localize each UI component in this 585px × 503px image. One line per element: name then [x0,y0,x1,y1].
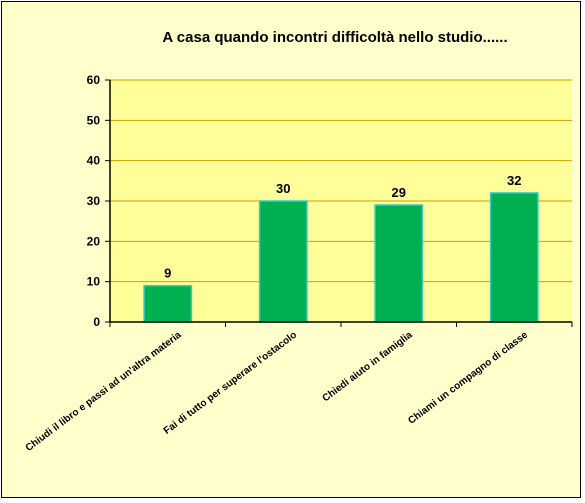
x-category-label: Fai di tutto per superare l'ostacolo [162,330,299,437]
bar [374,204,424,323]
data-label: 9 [164,266,171,281]
chart-title: A casa quando incontri difficoltà nello … [162,29,507,46]
y-tick-label: 50 [87,113,101,127]
y-tick-label: 20 [87,234,101,248]
data-labels: 9 30 29 32 [164,173,521,281]
y-tick-label: 40 [87,154,101,168]
bar [489,192,539,323]
data-label: 30 [276,181,290,196]
x-category-label: Chiudi il libro e passi ad un'altra mate… [24,329,184,454]
y-tick-label: 0 [93,315,100,329]
y-tick-label: 30 [87,194,101,208]
y-axis-tick-labels: 0 10 20 30 40 50 60 [87,73,101,329]
data-label: 32 [507,173,521,188]
bar [143,284,193,323]
bars [143,192,539,323]
axes [105,79,573,327]
data-label: 29 [392,185,406,200]
y-tick-label: 60 [87,73,101,87]
x-category-label: Chiedi aiuto in famiglia [321,329,415,404]
x-category-label: Chiami un compagno di classe [406,329,530,426]
x-axis-category-labels: Chiudi il libro e passi ad un'altra mate… [24,329,531,454]
y-tick-label: 10 [87,275,101,289]
bar [258,200,308,323]
